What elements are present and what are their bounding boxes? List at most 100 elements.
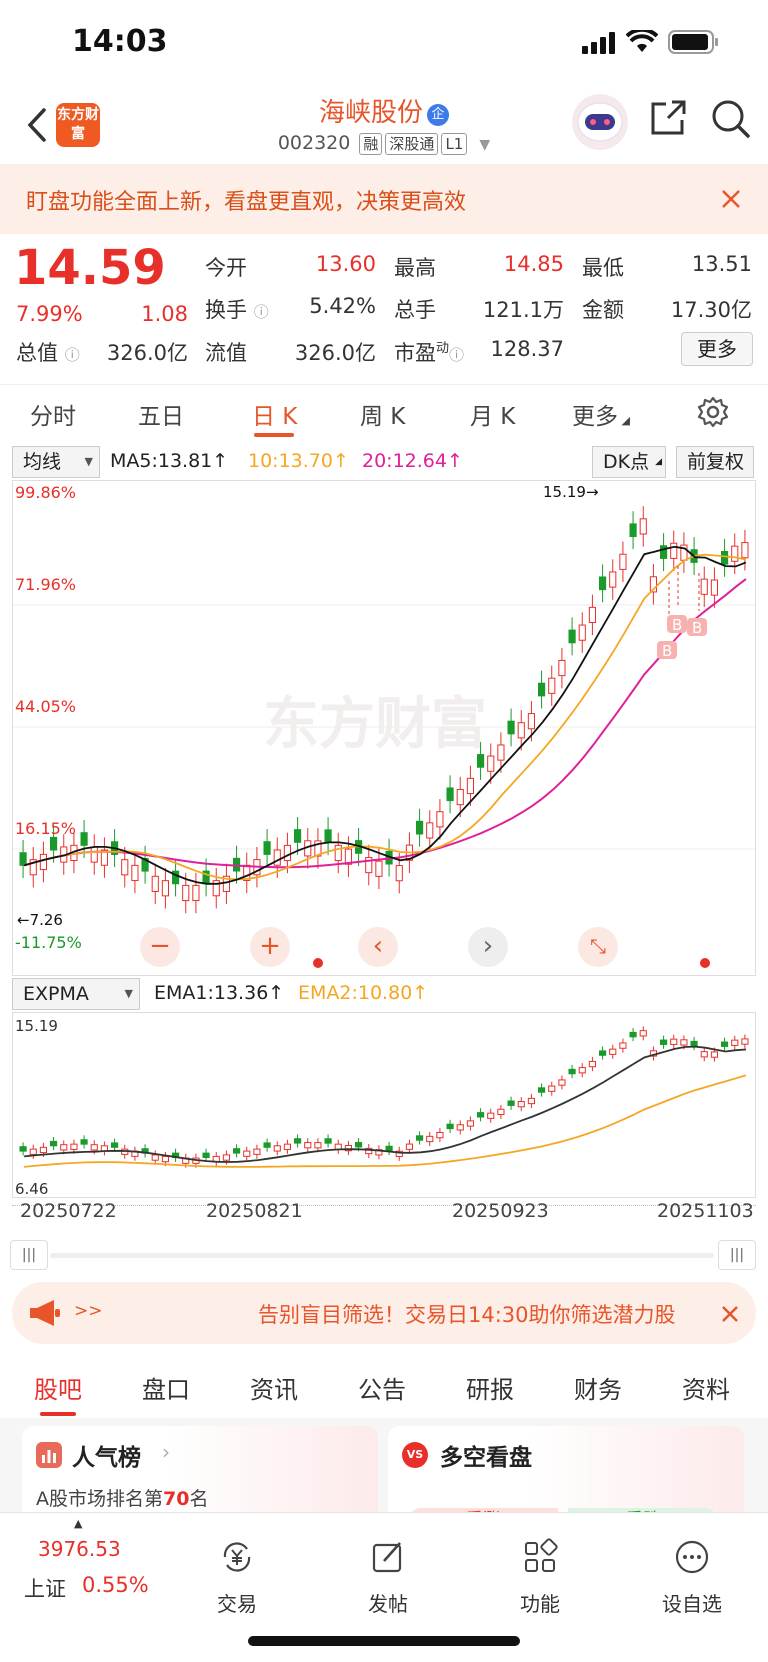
cards-area: 人气榜 › A股市场排名第70名 VS 多空看盘 看涨 看跌 (0, 1418, 768, 1534)
high-label: 最高 (394, 256, 436, 280)
nav-post[interactable]: 发帖 (338, 1537, 438, 1617)
promo-text: 告别盲目筛选！交易日14:30助你筛选潜力股 (258, 1303, 676, 1327)
close-icon[interactable] (720, 1304, 740, 1324)
popularity-rank: A股市场排名第70名 (36, 1488, 209, 1510)
tab-announcements[interactable]: 公告 (358, 1376, 406, 1404)
pct-label-4: 16.15% (15, 819, 76, 838)
zoom-out-button[interactable]: − (140, 927, 180, 967)
chevron-down-icon[interactable]: ▼ (479, 137, 491, 153)
gear-icon[interactable] (696, 395, 730, 429)
tab-finance[interactable]: 财务 (574, 1376, 622, 1404)
svg-text:B: B (672, 616, 682, 634)
candle-body (538, 1087, 546, 1093)
dk-point-button[interactable]: DK点 ◢ (592, 446, 666, 478)
ema2-value: EMA2:10.80↑ (298, 982, 429, 1004)
tab-profile[interactable]: 资料 (682, 1376, 730, 1404)
tab-research[interactable]: 研报 (466, 1376, 514, 1404)
candle-body (619, 1042, 627, 1049)
min-price-label: ←7.26 (17, 911, 63, 929)
tab-news[interactable]: 资讯 (250, 1376, 298, 1404)
tab-monthly-k[interactable]: 月 K (470, 404, 516, 430)
index-name[interactable]: 上证 (24, 1577, 66, 1601)
bull-bear-card[interactable]: VS 多空看盘 看涨 看跌 (388, 1426, 744, 1534)
tab-more[interactable]: 更多 ◢ (572, 404, 630, 430)
date-label: 20250722 (20, 1200, 117, 1222)
candle-body (710, 579, 718, 596)
candlestick-canvas: 东方财富 B B B 99.86% 71.96% 44.05% 16.15% -… (13, 483, 755, 952)
index-value[interactable]: 3976.53 (38, 1537, 121, 1561)
candlestick-chart[interactable]: 东方财富 B B B 99.86% 71.96% 44.05% 16.15% -… (12, 480, 756, 976)
expand-icon[interactable]: ⤡ (578, 927, 618, 967)
popularity-card[interactable]: 人气榜 › A股市场排名第70名 (22, 1426, 378, 1522)
tab-guba[interactable]: 股吧 (34, 1376, 82, 1404)
candle-body (19, 1146, 27, 1152)
ema2-line (24, 1074, 747, 1168)
assistant-avatar[interactable] (572, 94, 628, 150)
index-percent[interactable]: 0.55% (82, 1573, 149, 1597)
tag-connect: 深股通 (385, 133, 439, 155)
tab-weekly-k[interactable]: 周 K (360, 404, 406, 430)
date-label: 20250821 (206, 1200, 303, 1222)
low-label: 最低 (582, 256, 624, 280)
status-bar: 14:03 (0, 0, 768, 88)
tab-daily-k[interactable]: 日 K (252, 404, 298, 430)
pct-label-3: 44.05% (15, 697, 76, 716)
scroll-left-button[interactable]: ‹ (358, 927, 398, 967)
bull-bear-title: 多空看盘 (440, 1445, 532, 1471)
candle-body (324, 1138, 332, 1144)
nav-functions[interactable]: 功能 (490, 1537, 590, 1617)
expma-chart[interactable]: 15.19 6.46 (12, 1012, 756, 1198)
close-icon[interactable] (720, 188, 742, 210)
candle-body (334, 844, 342, 862)
scroll-right-button[interactable]: › (468, 927, 508, 967)
candle-body (629, 523, 637, 538)
cellular-signal-icon (582, 32, 615, 54)
caret-up-icon: ▲ (74, 1517, 83, 1530)
range-scrollbar[interactable]: ||| ||| (10, 1240, 756, 1270)
range-handle-right[interactable]: ||| (718, 1240, 756, 1270)
search-icon[interactable] (710, 98, 752, 140)
candle-body (273, 849, 281, 866)
candle-body (172, 870, 180, 885)
expma-top-label: 15.19 (15, 1017, 58, 1035)
expma-select[interactable]: EXPMA ▼ (12, 978, 140, 1010)
float-label: 流值 (205, 341, 247, 365)
candle-body (90, 846, 98, 863)
active-tab-indicator (40, 1412, 76, 1416)
candle-body (558, 1079, 566, 1086)
candle-body (304, 1142, 312, 1149)
candle-body (517, 722, 525, 739)
range-handle-left[interactable]: ||| (10, 1240, 48, 1270)
candle-body (50, 1140, 58, 1147)
share-icon[interactable] (648, 98, 688, 138)
expma-indicator-bar: EXPMA ▼ EMA1:13.36↑ EMA2:10.80↑ (0, 978, 768, 1012)
app-logo[interactable]: 东方财富 (56, 103, 100, 147)
candle-body (599, 576, 607, 591)
zoom-in-button[interactable]: + (250, 927, 290, 967)
back-arrow-icon[interactable] (20, 102, 56, 148)
candle-body (405, 1143, 414, 1150)
candle-body (527, 713, 535, 730)
tab-five-day[interactable]: 五日 (138, 404, 184, 430)
candle-body (558, 659, 566, 677)
candle-body (497, 1108, 505, 1116)
candle-body (456, 1124, 464, 1131)
tab-pankou[interactable]: 盘口 (142, 1376, 190, 1404)
candle-body (131, 864, 139, 882)
nav-trade[interactable]: 交易 (187, 1537, 287, 1617)
adjust-button[interactable]: 前复权 (676, 446, 754, 478)
promo-banner[interactable]: >> 告别盲目筛选！交易日14:30助你筛选潜力股 (12, 1282, 756, 1344)
current-price: 14.59 (14, 240, 166, 296)
ma-select[interactable]: 均线 ▼ (12, 446, 100, 478)
feature-banner[interactable]: 盯盘功能全面上新，看盘更直观，决策更高效 (0, 164, 768, 234)
ma10-line (23, 553, 747, 881)
ema1-line (24, 1045, 746, 1163)
candle-body (731, 1039, 739, 1046)
candle-body (446, 787, 454, 802)
tab-intraday[interactable]: 分时 (30, 404, 76, 430)
amount-value: 17.30亿 (670, 298, 752, 322)
more-quote-button[interactable]: 更多 (681, 332, 753, 366)
range-track (50, 1253, 714, 1258)
nav-watchlist[interactable]: 设自选 (642, 1537, 742, 1617)
popularity-title: 人气榜 (72, 1445, 141, 1471)
